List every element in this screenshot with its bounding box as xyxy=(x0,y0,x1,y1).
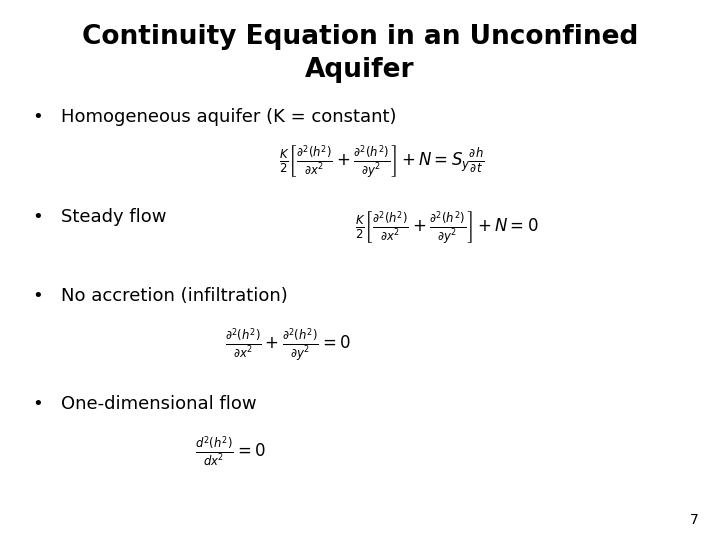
Text: $\frac{\partial^2(h^2)}{\partial x^2}+\frac{\partial^2(h^2)}{\partial y^2}=0$: $\frac{\partial^2(h^2)}{\partial x^2}+\f… xyxy=(225,327,351,364)
Text: One-dimensional flow: One-dimensional flow xyxy=(61,395,257,413)
Text: No accretion (infiltration): No accretion (infiltration) xyxy=(61,287,288,305)
Text: Homogeneous aquifer (K = constant): Homogeneous aquifer (K = constant) xyxy=(61,108,397,126)
Text: $\frac{K}{2}\left[\frac{\partial^2(h^2)}{\partial x^2}+\frac{\partial^2(h^2)}{\p: $\frac{K}{2}\left[\frac{\partial^2(h^2)}… xyxy=(355,209,538,247)
Text: •: • xyxy=(32,287,43,305)
Text: $\frac{d^2(h^2)}{dx^2}=0$: $\frac{d^2(h^2)}{dx^2}=0$ xyxy=(195,435,266,469)
Text: •: • xyxy=(32,208,43,226)
Text: 7: 7 xyxy=(690,512,698,526)
Text: $\frac{K}{2}\left[\frac{\partial^2(h^2)}{\partial x^2}+\frac{\partial^2(h^2)}{\p: $\frac{K}{2}\left[\frac{\partial^2(h^2)}… xyxy=(279,143,485,181)
Text: Continuity Equation in an Unconfined: Continuity Equation in an Unconfined xyxy=(82,24,638,50)
Text: Aquifer: Aquifer xyxy=(305,57,415,83)
Text: •: • xyxy=(32,108,43,126)
Text: Steady flow: Steady flow xyxy=(61,208,167,226)
Text: •: • xyxy=(32,395,43,413)
